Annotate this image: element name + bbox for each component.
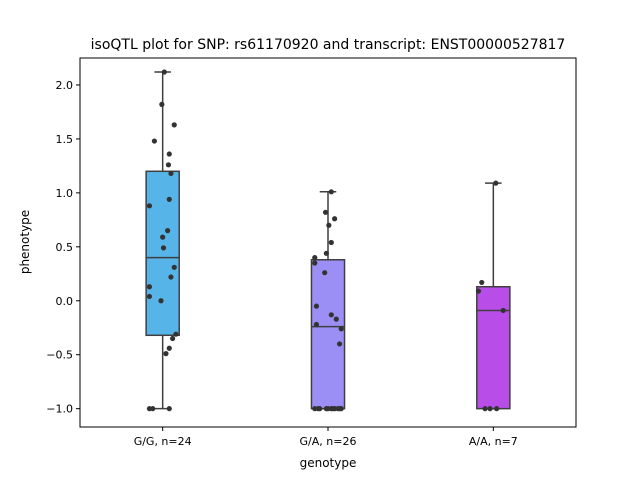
x-axis: G/G, n=24 G/A, n=26 A/A, n=7 [134, 427, 518, 448]
data-point [493, 180, 499, 186]
data-point [159, 101, 165, 107]
data-point [163, 351, 169, 357]
data-point [312, 260, 318, 266]
data-point [336, 406, 343, 412]
data-point [317, 406, 323, 412]
x-tick-label: G/G, n=24 [134, 435, 192, 448]
data-point [500, 307, 506, 314]
data-point [312, 255, 318, 261]
data-point [165, 162, 172, 168]
data-point [166, 345, 172, 351]
data-point [168, 170, 174, 177]
plot-area [145, 69, 511, 412]
data-point [171, 264, 177, 270]
box [145, 170, 180, 337]
data-point [333, 316, 339, 322]
data-point [326, 222, 332, 228]
data-point [160, 234, 166, 240]
y-tick-label: −1.0 [46, 403, 73, 416]
y-tick-label: 0.5 [56, 241, 74, 254]
y-tick-label: 0.0 [56, 295, 74, 308]
data-point [479, 279, 485, 286]
data-point [322, 270, 328, 276]
data-point [146, 284, 153, 290]
chart-title: isoQTL plot for SNP: rs61170920 and tran… [91, 37, 566, 53]
y-tick-label: 1.0 [56, 187, 74, 200]
data-point [328, 189, 334, 195]
data-point [151, 138, 157, 144]
data-point [158, 298, 164, 304]
data-point [325, 406, 331, 412]
x-tick-label: A/A, n=7 [469, 435, 518, 448]
x-tick-label: G/A, n=26 [300, 435, 357, 448]
data-point [150, 406, 156, 412]
y-tick-label: −0.5 [46, 349, 73, 362]
box [476, 285, 511, 410]
data-point [171, 122, 177, 128]
data-point [332, 216, 338, 222]
box-group [476, 182, 511, 410]
data-point [338, 326, 344, 332]
data-point [487, 406, 493, 412]
y-axis-label: phenotype [18, 210, 32, 274]
data-point [330, 406, 336, 412]
data-point [328, 312, 334, 318]
y-tick-label: 1.5 [56, 133, 74, 146]
data-point [494, 406, 500, 412]
data-point [165, 228, 171, 234]
data-point [168, 274, 174, 280]
box-group [145, 71, 180, 410]
box [310, 259, 346, 410]
data-point [322, 209, 329, 215]
data-point [313, 321, 320, 328]
data-point [328, 239, 334, 246]
data-point [166, 151, 172, 157]
data-point [313, 303, 320, 309]
data-point [166, 406, 172, 412]
data-point [336, 341, 343, 347]
data-point [146, 293, 153, 300]
data-point [160, 245, 167, 251]
data-point [482, 406, 488, 412]
data-point [166, 196, 172, 202]
data-point [475, 288, 482, 294]
data-point [323, 250, 329, 256]
data-point [161, 69, 167, 75]
data-point [146, 203, 153, 209]
data-point [173, 331, 179, 337]
data-point [169, 335, 176, 342]
y-tick-label: 2.0 [56, 79, 74, 92]
x-axis-label: genotype [300, 456, 357, 470]
y-axis: −1.0 −0.5 0.0 0.5 1.0 1.5 2.0 [46, 79, 80, 416]
